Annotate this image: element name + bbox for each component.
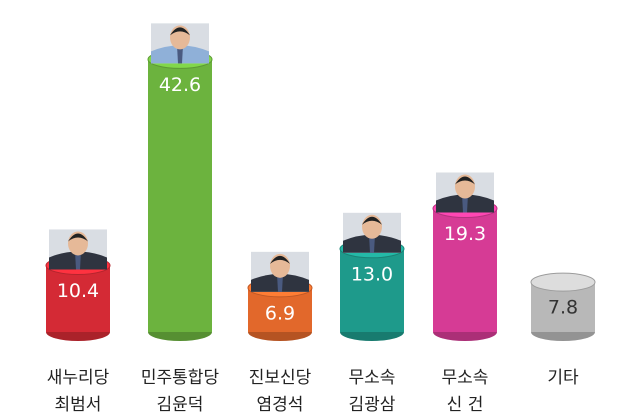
cylinder: 19.3 xyxy=(432,172,498,341)
cylinder: 42.6 xyxy=(147,23,213,341)
x-tick-label: 새누리당 xyxy=(47,368,110,388)
cylinder: 13.0 xyxy=(339,212,405,341)
candidate-photo xyxy=(343,212,401,253)
bar xyxy=(340,248,404,332)
candidate-photo xyxy=(251,251,309,292)
value-label: 42.6 xyxy=(159,74,201,96)
x-tick-label: 무소속 xyxy=(349,368,396,388)
photo-hair xyxy=(68,233,88,242)
value-label: 13.0 xyxy=(351,263,393,285)
photo-tie xyxy=(369,234,375,253)
photo-hair xyxy=(170,27,190,36)
photo-hair xyxy=(455,176,475,185)
photo-tie xyxy=(462,194,468,213)
photo-tie xyxy=(75,251,81,270)
x-tick-label: 신 건 xyxy=(447,395,484,415)
value-label: 10.4 xyxy=(57,280,99,302)
x-tick-label: 김윤덕 xyxy=(157,395,204,415)
x-tick-label: 기타 xyxy=(547,368,579,388)
cylinder: 6.9 xyxy=(247,251,313,341)
cylinder-top xyxy=(530,272,596,292)
cylinder: 7.8 xyxy=(530,272,596,341)
x-tick-label: 무소속 xyxy=(442,368,489,388)
cylinder: 10.4 xyxy=(45,229,111,341)
candidate-photo xyxy=(436,172,494,213)
x-tick-label: 민주통합당 xyxy=(141,368,220,388)
photo-hair xyxy=(362,216,382,225)
value-label: 19.3 xyxy=(444,223,486,245)
photo-tie xyxy=(277,273,283,292)
candidate-photo xyxy=(151,23,209,64)
bar xyxy=(148,59,212,333)
bar xyxy=(46,265,110,332)
x-tick-label: 진보신당 xyxy=(249,368,312,388)
x-tick-label: 염경석 xyxy=(257,395,304,415)
photo-tie xyxy=(177,45,183,64)
x-tick-label: 김광삼 xyxy=(349,395,396,415)
photo-hair xyxy=(270,255,290,264)
candidate-photo xyxy=(49,229,107,270)
bar xyxy=(433,208,497,332)
x-tick-label: 최범서 xyxy=(55,395,102,415)
value-label: 6.9 xyxy=(265,302,295,324)
value-label: 7.8 xyxy=(548,297,578,319)
